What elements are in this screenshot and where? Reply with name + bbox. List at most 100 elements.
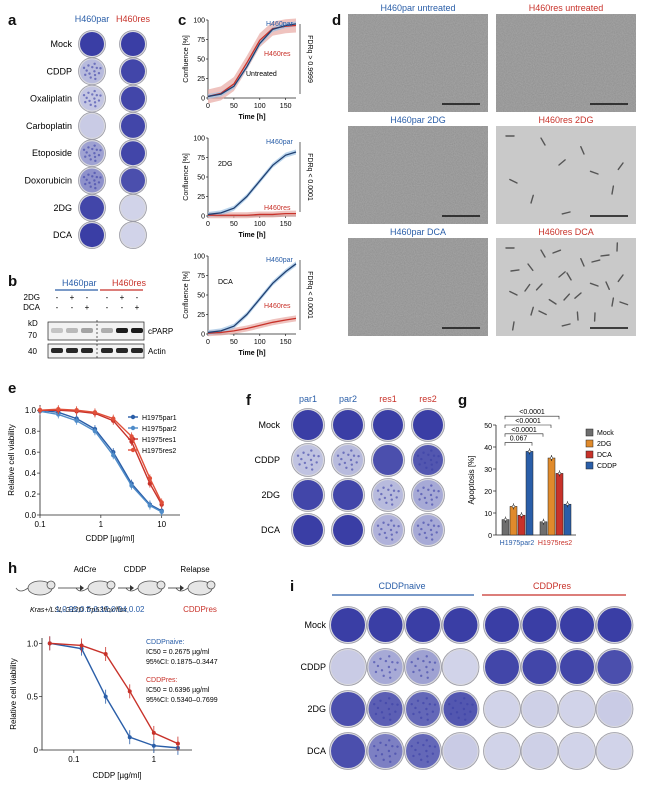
f-plate-colony bbox=[350, 468, 354, 471]
d-cell bbox=[580, 257, 585, 267]
f-plate-colony bbox=[425, 501, 428, 504]
c-xtick-label: 150 bbox=[280, 221, 292, 228]
i-plate-colony bbox=[388, 713, 392, 716]
i-plate-colony bbox=[389, 676, 392, 680]
f-plate-colony bbox=[425, 466, 428, 469]
d-cell bbox=[605, 281, 610, 291]
i-plate bbox=[522, 608, 557, 642]
a-plate-par-colony bbox=[99, 148, 102, 152]
f-plate-colony bbox=[307, 453, 310, 457]
e-point bbox=[92, 428, 98, 434]
a-row-label: Oxaliplatin bbox=[30, 94, 72, 104]
f-plate-colony bbox=[422, 521, 425, 524]
c-ytick-label: 50 bbox=[197, 57, 205, 64]
a-plate-par bbox=[80, 195, 104, 220]
d-cell bbox=[617, 162, 624, 171]
f-plate-colony bbox=[347, 453, 350, 457]
e-point bbox=[111, 416, 116, 421]
a-plate-par-colony bbox=[89, 185, 92, 188]
f-plate-colony bbox=[383, 496, 387, 500]
d-cell bbox=[563, 293, 571, 301]
a-plate-par-colony bbox=[93, 152, 96, 155]
d-micrograph-texture bbox=[496, 14, 636, 112]
i-plate bbox=[522, 692, 557, 726]
c-xtick-label: 50 bbox=[230, 221, 238, 228]
c-ytick-label: 25 bbox=[197, 194, 205, 201]
e-point bbox=[159, 509, 164, 515]
c-condition-label: DCA bbox=[218, 279, 233, 286]
d-cell bbox=[530, 194, 534, 204]
f-plate-colony bbox=[395, 531, 398, 534]
d-cell bbox=[558, 159, 566, 166]
d-cell bbox=[589, 282, 599, 287]
panel-letter-f: f bbox=[246, 392, 251, 409]
g-ytick-label: 30 bbox=[484, 467, 492, 474]
h-mouse-1-tail bbox=[15, 587, 29, 592]
d-cell bbox=[566, 272, 572, 281]
b-band-cparp-lane bbox=[51, 328, 63, 333]
i-plate bbox=[597, 608, 632, 642]
a-plate-par-colony bbox=[82, 175, 86, 179]
i-plate bbox=[443, 734, 478, 768]
panel-g-apoptosis: 0 10 20 30 40 50 Apoptosis [%] H1975par2 H1975re… bbox=[467, 409, 617, 547]
panel-f-plates: par1 par2 res1 res2 Mock CDDP 2DG DCA bbox=[254, 394, 445, 547]
i-plate-colony bbox=[414, 748, 417, 752]
h-ytick-label: 0.5 bbox=[27, 693, 39, 702]
i-plate-colony bbox=[391, 702, 394, 706]
a-plate-par-colony bbox=[87, 91, 90, 94]
i-plate-colony bbox=[388, 755, 392, 758]
d-title: H460res untreated bbox=[529, 3, 604, 13]
f-plate-colony bbox=[376, 524, 380, 527]
a-plate-par-colony bbox=[87, 146, 90, 149]
h-mouse-3-tail bbox=[125, 587, 139, 592]
a-plate-par-colony bbox=[93, 155, 97, 159]
i-plate-colony bbox=[451, 706, 455, 710]
f-plate bbox=[413, 445, 443, 475]
i-plate-colony bbox=[384, 743, 388, 747]
d-cell bbox=[511, 321, 515, 331]
d-cell bbox=[617, 274, 624, 283]
i-plate-colony bbox=[396, 745, 399, 748]
i-plate-colony bbox=[433, 745, 437, 748]
f-plate-colony bbox=[392, 524, 396, 527]
b-sign-2dg: + bbox=[70, 293, 75, 302]
panel-e-dose-response: 0.0 0.2 0.4 0.6 0.8 1.0 0.1 1 10 CDDP [µg/ml] Rela… bbox=[7, 405, 180, 543]
g-sig-bracket bbox=[504, 442, 533, 446]
f-plate-colony bbox=[390, 503, 394, 506]
a-plate-par-colony bbox=[97, 99, 101, 102]
h-arrowhead bbox=[180, 585, 184, 591]
a-plate-par-colony bbox=[95, 175, 99, 179]
i-plate bbox=[485, 734, 519, 768]
i-plate-colony bbox=[463, 713, 467, 716]
e-legend-label: H1975par1 bbox=[142, 415, 177, 422]
f-plate bbox=[293, 480, 323, 510]
i-plate bbox=[597, 734, 632, 768]
e-ytick-label: 0.8 bbox=[25, 427, 37, 436]
f-col-header: res2 bbox=[419, 394, 437, 404]
g-point bbox=[527, 449, 532, 453]
i-plate bbox=[560, 650, 594, 684]
a-plate-res bbox=[121, 32, 145, 56]
c-res-label: H460res bbox=[264, 51, 291, 58]
a-plate-par-colony bbox=[84, 73, 87, 77]
g-ytick-label: 0 bbox=[488, 533, 492, 540]
g-ylabel: Apoptosis [%] bbox=[467, 456, 476, 505]
b-kd-label: kD bbox=[28, 319, 38, 328]
panel-letter-b: b bbox=[8, 273, 18, 290]
i-plate bbox=[485, 650, 519, 684]
f-plate-colony bbox=[432, 524, 436, 527]
h-legend-res: CDDPres: bbox=[146, 677, 178, 684]
e-point bbox=[129, 434, 134, 439]
g-point bbox=[511, 504, 516, 508]
b-sign-2dg: + bbox=[120, 293, 125, 302]
a-plate-par-colony bbox=[85, 69, 88, 72]
panel-d-micrographs: H460par untreated H460res untreated H460pa… bbox=[348, 3, 636, 336]
e-xtick-label: 1 bbox=[99, 520, 104, 529]
c-par-line bbox=[207, 23, 297, 98]
b-sign-dca: - bbox=[121, 303, 124, 312]
c-xtick-label: 0 bbox=[206, 103, 210, 110]
c-res-line bbox=[207, 317, 297, 334]
b-band-cparp-lane bbox=[101, 328, 113, 333]
f-plate-colony bbox=[305, 466, 308, 469]
i-plate bbox=[406, 692, 440, 726]
